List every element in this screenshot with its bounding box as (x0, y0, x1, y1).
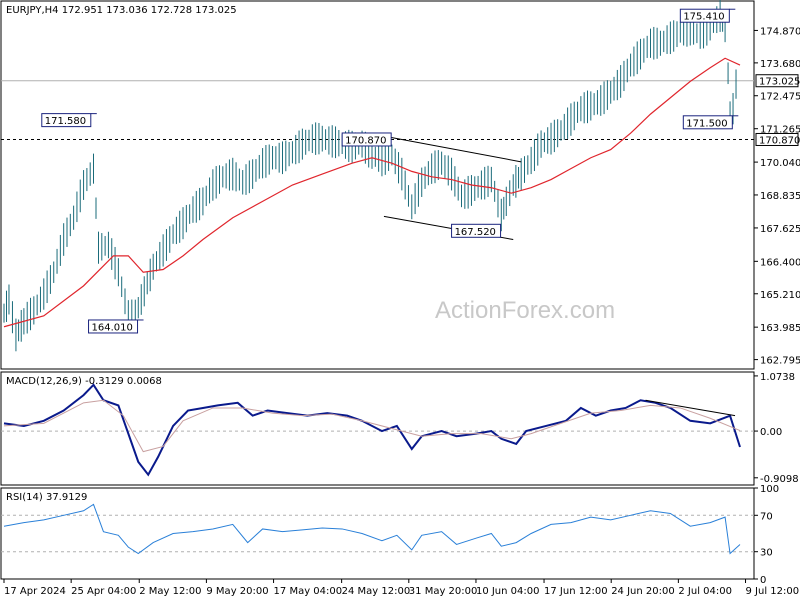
price-series-layer: 171.580 164.010 170.870 167.520 175.410 171.5… (1, 0, 754, 352)
rsi-y-tick-label: 30 (760, 548, 773, 559)
price-annotation-box (41, 113, 92, 128)
macd-title: MACD(12,26,9) -0.3129 0.0068 (6, 376, 162, 387)
x-tick-label: 9 Jul 12:00 (746, 586, 800, 597)
price-y-tick-label: 171.265 (760, 125, 800, 136)
rsi-title: RSI(14) 37.9129 (6, 492, 87, 503)
price-annotation-label: 167.520 (455, 227, 496, 238)
level-price-tag: 170.870 (759, 135, 800, 146)
current-price-tag-box (755, 74, 799, 88)
price-annotation-label: 171.500 (686, 118, 727, 129)
price-annotation-box (679, 8, 730, 23)
price-annotation-box (88, 319, 139, 334)
rsi-panel (0, 487, 755, 580)
macd-series-layer (1, 383, 754, 477)
price-y-tick-label: 170.040 (760, 158, 800, 169)
x-tick-label: 25 Apr 04:00 (71, 586, 136, 597)
x-tick-label: 17 Jun 12:00 (544, 586, 608, 597)
price-annotation-label: 164.010 (92, 322, 133, 333)
x-tick-label: 24 May 12:00 (342, 586, 411, 597)
x-tick-label: 17 Apr 2024 (4, 586, 66, 597)
price-y-tick-label: 168.835 (760, 191, 800, 202)
moving-average-line (3, 57, 741, 328)
price-annotation-label: 175.410 (683, 12, 724, 23)
rsi-y-tick-label: 100 (760, 484, 779, 495)
price-y-tick-label: 174.870 (760, 26, 800, 37)
rsi-y-tick-label: 70 (760, 511, 773, 522)
price-annotation-box (451, 223, 502, 238)
price-y-tick-label: 173.680 (760, 59, 800, 70)
watermark: ActionForex.com (435, 297, 615, 324)
macd-y-tick-label: 1.0738 (760, 372, 795, 383)
rsi-y-tick-label: 0 (760, 575, 766, 586)
current-price-tag: 173.025 (759, 77, 800, 88)
x-tick-label: 31 May 20:00 (409, 586, 478, 597)
price-title: EURJPY,H4 172.951 173.036 172.728 173.02… (6, 5, 237, 16)
x-tick-label: 9 May 20:00 (206, 586, 268, 597)
price-panel (0, 0, 755, 370)
macd-trendline (645, 399, 736, 417)
price-y-tick-label: 172.475 (760, 92, 800, 103)
x-tick-label: 24 Jun 20:00 (611, 586, 675, 597)
rsi-series-layer (1, 503, 754, 555)
x-tick-label: 10 Jun 04:00 (476, 586, 540, 597)
price-y-tick-label: 167.625 (760, 224, 800, 235)
price-y-tick-label: 163.985 (760, 323, 800, 334)
price-annotation-label: 171.580 (45, 116, 86, 127)
rsi-line (3, 503, 741, 555)
macd-line (3, 383, 741, 477)
price-annotation-label: 170.870 (345, 135, 386, 146)
x-tick-label: 2 May 12:00 (139, 586, 201, 597)
channel-upper-line (389, 136, 522, 163)
price-annotation-box (341, 132, 392, 147)
level-price-tag-box (755, 132, 799, 146)
macd-y-tick-label: -0.9098 (760, 474, 799, 485)
price-y-tick-label: 165.210 (760, 290, 800, 301)
macd-y-tick-label: 0.00 (760, 427, 782, 438)
x-tick-label: 17 May 04:00 (274, 586, 343, 597)
macd-signal-line (3, 399, 741, 453)
x-tick-label: 2 Jul 04:00 (678, 586, 732, 597)
price-y-tick-label: 162.795 (760, 356, 800, 367)
price-y-tick-label: 166.400 (760, 257, 800, 268)
axes-layer: 174.870 173.680 172.475 171.265 170.040 168.8… (3, 26, 800, 597)
price-annotation-box (682, 115, 733, 130)
